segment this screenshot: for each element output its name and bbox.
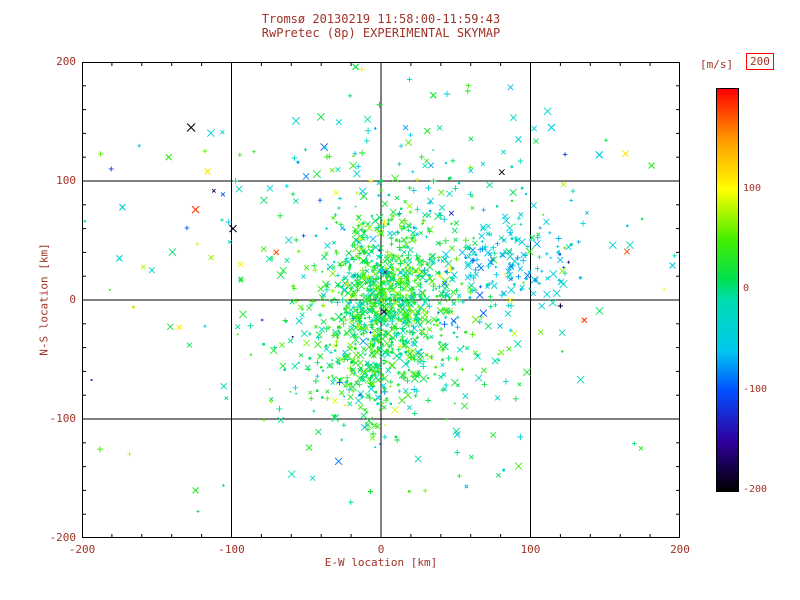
y-tick-label: -200 [49,531,77,544]
colorbar-max-label: 200 [746,53,774,70]
colorbar-tick-label: -100 [743,383,768,395]
colorbar-unit-label: [m/s] [700,58,734,71]
x-tick-label: 100 [520,543,541,556]
skymap-plot [82,62,680,538]
y-axis-label: N-S location [km] [37,243,51,356]
colorbar-tick-label: 100 [743,182,762,194]
plot-subtitle: RwPretec (8p) EXPERIMENTAL SKYMAP [261,26,501,40]
x-tick-label: 200 [670,543,690,556]
y-tick-label: 0 [69,293,76,306]
plot-title: Tromsø 20130219 11:58:00-11:59:43 [261,12,501,26]
colorbar-gradient [716,88,739,492]
x-tick-label: -200 [68,543,96,556]
y-tick-label: 200 [56,55,76,68]
colorbar-tick-label: -200 [743,484,768,495]
x-axis-label: E-W location [km] [324,556,438,569]
y-tick-label: -100 [49,412,77,425]
y-tick-label: 100 [56,174,76,187]
x-tick-label: 0 [377,543,385,556]
colorbar-tick-label: 0 [743,283,750,294]
x-tick-label: -100 [218,543,245,556]
